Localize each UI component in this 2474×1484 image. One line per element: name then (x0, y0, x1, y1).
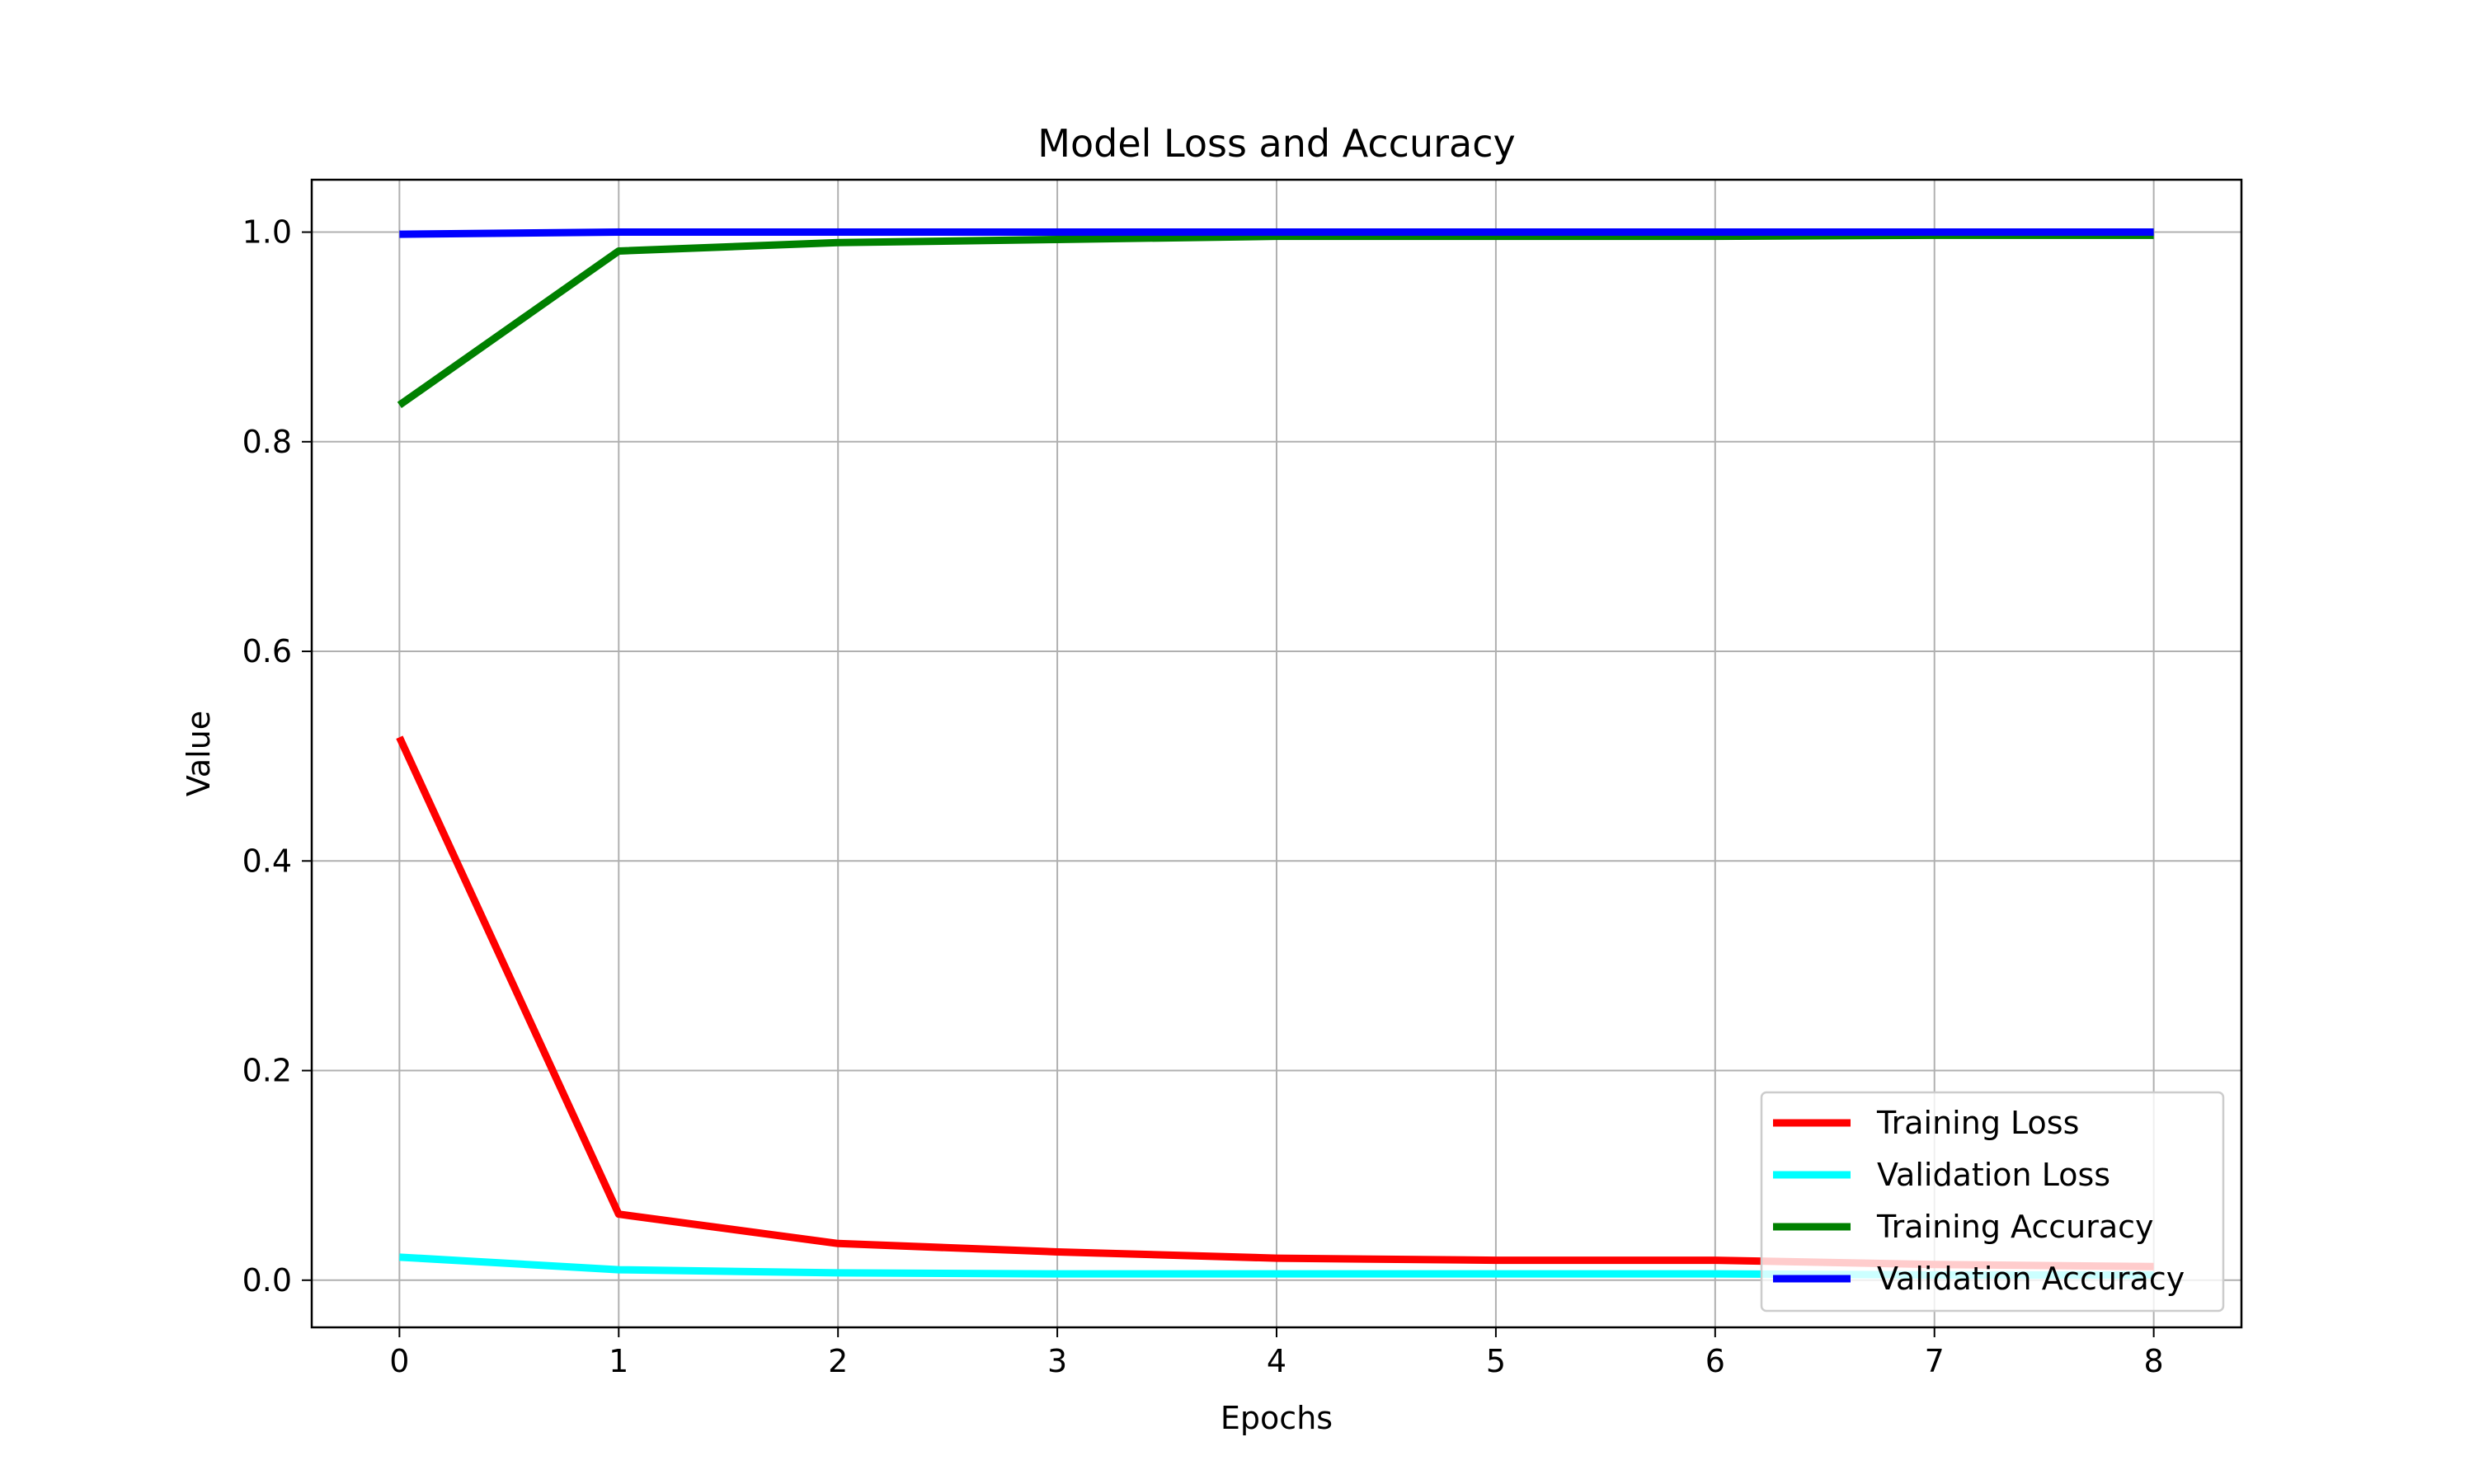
y-tick-label: 0.6 (242, 633, 292, 669)
x-tick-label: 5 (1486, 1343, 1506, 1379)
legend-item-training-accuracy: Training Accuracy (1773, 1209, 2154, 1245)
chart-title: Model Loss and Accuracy (1037, 121, 1515, 166)
y-tick-label: 0.8 (242, 424, 292, 460)
x-tick-label: 8 (2144, 1343, 2164, 1379)
x-tick-label: 1 (609, 1343, 628, 1379)
x-tick-label: 6 (1705, 1343, 1725, 1379)
x-tick-label: 4 (1267, 1343, 1286, 1379)
y-axis-ticks: 0.0 0.2 0.4 0.6 0.8 1.0 (242, 214, 312, 1298)
x-tick-label: 3 (1047, 1343, 1067, 1379)
y-axis-label: Value (181, 711, 217, 796)
legend-label: Validation Accuracy (1877, 1261, 2185, 1297)
y-tick-label: 0.4 (242, 843, 292, 879)
legend-label: Training Loss (1876, 1105, 2079, 1141)
legend-item-training-loss: Training Loss (1773, 1105, 2079, 1141)
x-axis-ticks: 0 1 2 3 4 5 6 7 8 (389, 1327, 2164, 1379)
legend-label: Validation Loss (1877, 1157, 2110, 1193)
y-tick-label: 1.0 (242, 214, 292, 251)
x-tick-label: 7 (1925, 1343, 1945, 1379)
x-axis-label: Epochs (1221, 1400, 1333, 1436)
legend-item-validation-loss: Validation Loss (1773, 1157, 2110, 1193)
y-tick-label: 0.2 (242, 1053, 292, 1089)
legend-item-validation-accuracy: Validation Accuracy (1773, 1261, 2185, 1297)
legend-label: Training Accuracy (1876, 1209, 2154, 1245)
x-tick-label: 2 (828, 1343, 848, 1379)
y-tick-label: 0.0 (242, 1262, 292, 1298)
legend-items: Training Loss Validation Loss Training Acc… (1773, 1105, 2185, 1297)
x-tick-label: 0 (389, 1343, 409, 1379)
legend-frame (1760, 1091, 2225, 1313)
series-line-validation-accuracy (399, 228, 2154, 238)
legend: Training Loss Validation Loss Training Acc… (1760, 1091, 2225, 1313)
